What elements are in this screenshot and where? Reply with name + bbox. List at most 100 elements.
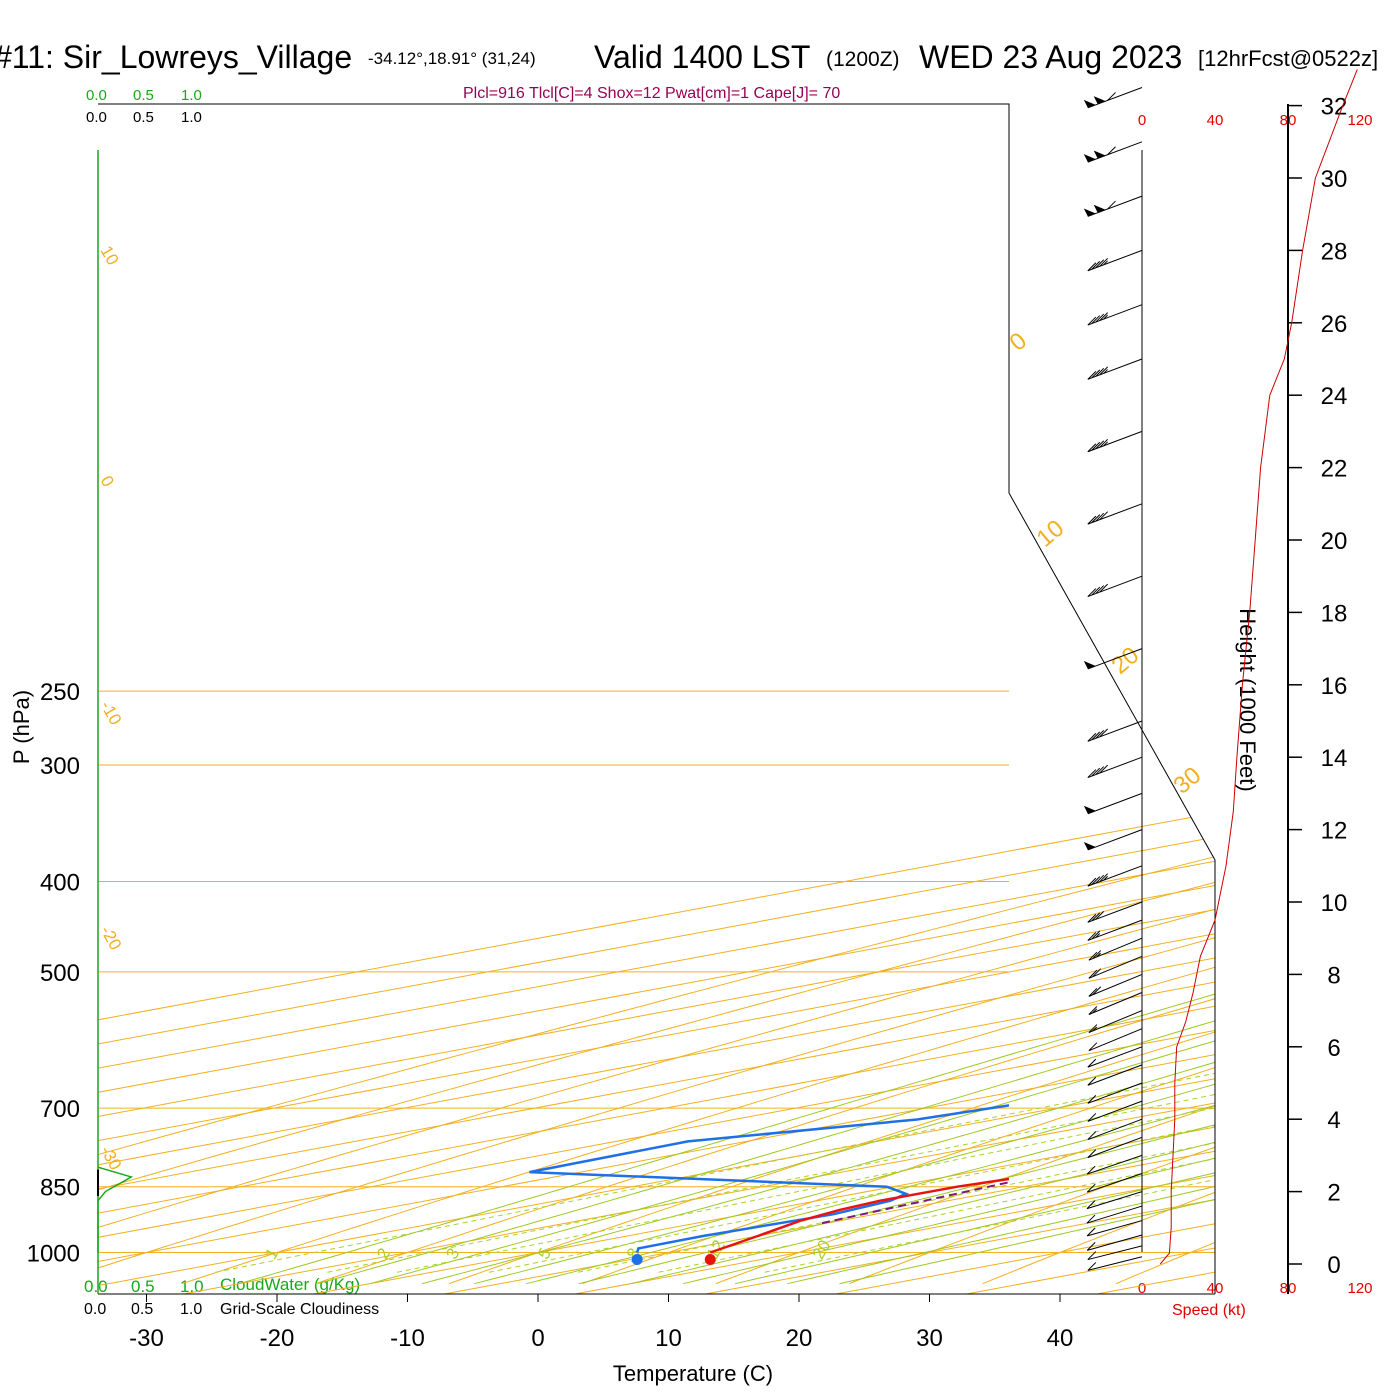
wind-barb <box>1087 1245 1143 1261</box>
pressure-tick-label: 250 <box>40 679 80 706</box>
surface-temperature-point <box>704 1254 716 1265</box>
wind-barb <box>1083 648 1143 670</box>
wind-barb <box>1086 1191 1143 1210</box>
pressure-tick-label: 400 <box>40 869 80 896</box>
wind-barb <box>1088 1028 1143 1052</box>
x-tick-label: 40 <box>1047 1325 1074 1352</box>
mixing-ratio-line <box>396 881 1215 1273</box>
height-tick-label: 16 <box>1321 673 1348 700</box>
moist-adiabat-line <box>473 674 1215 1285</box>
cloudwater-scale-bottom: 0.0 0.5 1.0 CloudWater (g/Kg) <box>84 1275 360 1296</box>
height-tick-label: 6 <box>1327 1035 1340 1062</box>
isotherm-line <box>98 104 1215 1294</box>
x-axis-title: Temperature (C) <box>613 1361 773 1386</box>
isotherm-line <box>98 104 1215 1294</box>
forecast-tag: [12hrFcst@0522z] <box>1198 46 1378 71</box>
cloudiness-tick: 1.0 <box>181 109 202 126</box>
wind-barb <box>1086 1154 1143 1175</box>
isotherm-line <box>98 104 1215 1294</box>
dry-adiabat-line <box>448 674 1215 1285</box>
wind-barb <box>1087 1256 1143 1271</box>
wind-barb <box>1087 901 1143 923</box>
isotherm-line <box>98 104 1215 1294</box>
height-tick-label: 22 <box>1321 456 1348 483</box>
isotherm-line <box>835 104 1215 1294</box>
wind-barb <box>1088 955 1143 979</box>
surface-dewpoint-point <box>631 1254 643 1265</box>
pressure-tick-label: 700 <box>40 1096 80 1123</box>
dry-adiabat-line <box>1383 675 1400 1284</box>
wind-barb <box>1088 973 1143 997</box>
wind-barb <box>1088 937 1143 961</box>
wind-barb <box>1087 756 1143 779</box>
cloudiness-tick: 0.5 <box>133 109 154 126</box>
wind-barb <box>1087 1136 1143 1159</box>
isotherm-label: 10 <box>1032 515 1070 553</box>
dry-adiabat-line <box>98 674 1215 1285</box>
speed-scale-bottom: 0 40 80 120 Speed (kt) <box>1138 1280 1373 1319</box>
wind-barb <box>1083 792 1143 815</box>
isotherm-label: 0 <box>97 473 118 491</box>
wind-barb <box>1088 992 1143 1015</box>
cloudwater-label: CloudWater (g/Kg) <box>220 1275 360 1294</box>
station-title: #11: Sir_Lowreys_Village <box>0 39 352 75</box>
moist-adiabat-line <box>317 674 1215 1285</box>
cloudiness-tick: 0.0 <box>84 1301 106 1318</box>
isotherm-line <box>574 104 1215 1294</box>
cloudwater-tick: 0.0 <box>84 1277 108 1296</box>
wind-barb <box>1087 430 1143 453</box>
isotherm-line <box>98 104 1215 1294</box>
cloudiness-tick: 0.0 <box>86 109 107 126</box>
valid-date: WED 23 Aug 2023 <box>919 39 1182 75</box>
x-tick-label: -10 <box>390 1325 425 1352</box>
parcel-line <box>821 1181 1009 1225</box>
x-tick-label: 10 <box>655 1325 682 1352</box>
height-tick-label: 14 <box>1321 745 1348 772</box>
height-tick-label: 2 <box>1327 1180 1340 1207</box>
wind-barb <box>1086 1234 1143 1251</box>
pressure-tick-label: 850 <box>40 1175 80 1202</box>
moist-adiabat-line <box>682 674 1215 1285</box>
isotherm-line <box>98 104 1215 1294</box>
isotherm-line <box>98 104 1215 1294</box>
moist-adiabat-line <box>839 674 1215 1285</box>
pressure-tick-label: 300 <box>40 753 80 780</box>
height-tick-label: 8 <box>1327 962 1340 989</box>
dry-adiabat-line <box>315 674 1215 1285</box>
mixing-ratio-line <box>658 881 1215 1273</box>
cloudiness-scale-top: 0.0 0.5 1.0 <box>86 109 202 126</box>
pressure-tick-label: 1000 <box>27 1241 80 1268</box>
wind-barb <box>1087 1118 1143 1141</box>
moist-adiabat-line <box>369 674 1215 1285</box>
isotherm-line <box>98 104 1215 1294</box>
height-tick-label: 0 <box>1327 1252 1340 1279</box>
x-tick-label: -20 <box>260 1325 295 1352</box>
isotherm-line <box>98 104 1215 1294</box>
cloudwater-tick: 1.0 <box>180 1277 204 1296</box>
wind-barb <box>1087 358 1143 380</box>
mixing-ratio-line <box>215 881 1215 1273</box>
speed-tick: 0 <box>1138 1280 1146 1297</box>
height-tick-label: 30 <box>1321 166 1348 193</box>
speed-label: Speed (kt) <box>1172 1302 1246 1319</box>
wind-barb <box>1086 1220 1143 1237</box>
height-tick-label: 28 <box>1321 238 1348 265</box>
speed-tick: 120 <box>1347 1280 1372 1297</box>
cloudiness-tick: 1.0 <box>180 1301 202 1318</box>
isotherm-label: -20 <box>97 923 126 954</box>
moist-adiabat-line <box>239 674 1215 1285</box>
height-tick-label: 4 <box>1327 1107 1340 1134</box>
isotherm-line <box>98 104 1215 1294</box>
station-coords: -34.12°,18.91° (31,24) <box>368 49 536 68</box>
wind-barb <box>1087 1046 1143 1068</box>
speed-tick: 0 <box>1138 112 1146 129</box>
plot-frame-right <box>98 103 1216 1294</box>
wind-barb <box>1087 919 1143 941</box>
wind-barb <box>1087 503 1143 525</box>
cloudwater-line <box>97 1166 134 1253</box>
x-tick-label: 30 <box>916 1325 943 1352</box>
cloudwater-tick: 0.0 <box>86 87 107 104</box>
